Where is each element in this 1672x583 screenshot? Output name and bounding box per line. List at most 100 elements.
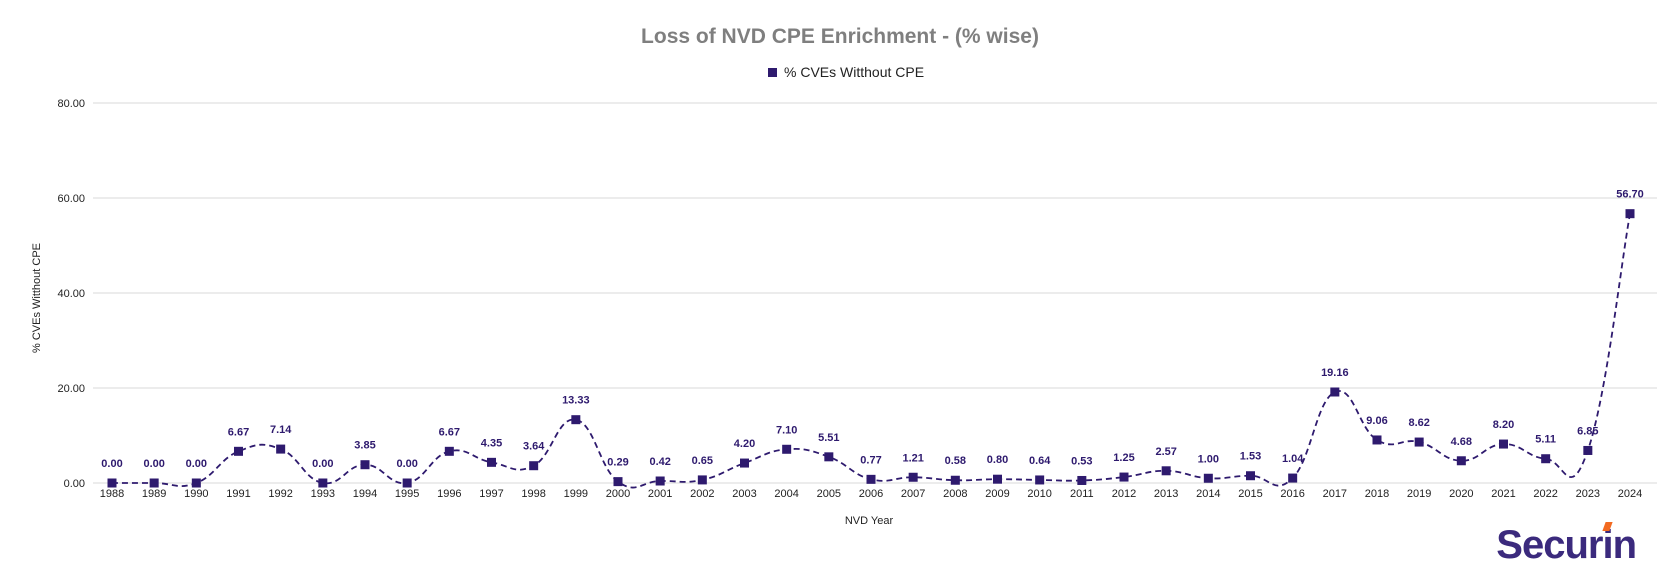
y-tick-label: 40.00 [57,288,85,300]
series-markers [107,209,1635,488]
data-point[interactable] [1119,472,1129,482]
x-tick-label: 2011 [1070,488,1094,500]
data-point[interactable] [1161,466,1171,476]
data-label: 8.20 [1493,419,1514,431]
chart-title: Loss of NVD CPE Enrichment - (% wise) [641,25,1039,48]
data-point[interactable] [276,444,286,454]
x-tick-label: 2016 [1280,488,1304,500]
data-point[interactable] [740,458,749,468]
data-label: 7.14 [270,424,292,436]
data-point[interactable] [1077,475,1087,485]
data-label: 1.21 [902,452,923,464]
x-tick-label: 2008 [943,488,967,500]
data-label: 0.29 [607,457,628,469]
data-point[interactable] [1456,456,1466,466]
data-label: 13.33 [562,395,590,407]
data-point[interactable] [234,446,243,456]
data-point[interactable] [697,475,707,485]
x-axis-label: NVD Year [845,515,894,527]
data-label: 1.00 [1198,453,1219,465]
data-point[interactable] [529,461,539,471]
x-tick-label: 2017 [1323,488,1347,500]
data-label: 1.04 [1282,453,1304,465]
data-point[interactable] [1372,435,1382,445]
data-label: 1.25 [1113,452,1134,464]
data-label: 0.80 [987,454,1008,466]
data-point[interactable] [1499,439,1508,449]
data-label: 0.77 [860,454,881,466]
data-label: 0.00 [101,458,122,470]
data-point[interactable] [866,474,876,484]
data-point[interactable] [107,478,117,488]
data-point[interactable] [1625,209,1635,219]
data-point[interactable] [1541,454,1551,464]
x-tick-label: 2023 [1576,488,1600,500]
x-tick-label: 1992 [268,488,292,500]
y-axis-ticks: 0.00 20.00 40.00 60.00 80.00 [57,98,85,490]
x-tick-label: 2021 [1491,488,1515,500]
x-tick-label: 1995 [395,488,419,500]
data-point[interactable] [993,474,1002,484]
data-label: 0.58 [945,455,966,467]
data-label: 19.16 [1321,367,1349,379]
y-tick-label: 20.00 [57,383,85,395]
brand-logo-text: Securi n [1496,522,1637,567]
x-tick-label: 2022 [1533,488,1557,500]
y-axis-label: % CVEs Witthout CPE [31,243,43,353]
data-label: 4.68 [1451,436,1472,448]
data-point[interactable] [1414,437,1424,447]
data-label: 0.00 [312,458,333,470]
x-tick-label: 2012 [1112,488,1136,500]
data-point[interactable] [571,415,581,425]
data-point[interactable] [1288,473,1298,483]
x-tick-label: 1988 [100,488,124,500]
data-label: 0.64 [1029,455,1051,467]
data-point[interactable] [950,475,960,485]
x-tick-label: 2002 [690,488,714,500]
data-label: 0.00 [396,458,417,470]
data-point[interactable] [908,472,918,482]
data-label: 0.00 [186,458,207,470]
legend-marker [768,68,777,77]
brand-accent-letter: i [1602,522,1614,567]
data-point[interactable] [655,476,665,486]
data-point[interactable] [1203,473,1213,483]
data-point[interactable] [1330,387,1340,397]
data-point[interactable] [1583,445,1593,455]
data-point[interactable] [613,477,623,487]
data-label: 5.51 [818,432,839,444]
data-point[interactable] [444,446,454,456]
brand-accent-mark [1602,522,1614,531]
data-labels: 0.00 0.00 0.00 6.67 7.14 0.00 3.85 0.00 6.67 4.35… [101,189,1643,470]
x-tick-label: 1990 [184,488,208,500]
data-label: 4.35 [481,437,502,449]
data-point[interactable] [487,457,496,467]
legend: % CVEs Witthout CPE [768,64,924,80]
data-label: 6.67 [228,426,249,438]
x-tick-label: 1991 [226,488,250,500]
x-tick-label: 2005 [817,488,841,500]
data-point[interactable] [1246,471,1255,481]
x-tick-label: 1989 [142,488,166,500]
data-point[interactable] [360,460,370,470]
data-label: 0.53 [1071,455,1092,467]
data-label: 8.62 [1408,417,1429,429]
data-point[interactable] [1035,475,1045,485]
data-point[interactable] [149,478,159,488]
data-point[interactable] [318,478,328,488]
data-label: 3.64 [523,441,545,453]
data-point[interactable] [402,478,412,488]
data-point[interactable] [824,452,834,462]
data-label: 0.00 [143,458,164,470]
x-tick-label: 2007 [901,488,925,500]
gridlines [93,102,1657,484]
y-tick-label: 0.00 [64,478,85,490]
data-label: 56.70 [1616,189,1644,201]
data-point[interactable] [782,444,792,454]
data-point[interactable] [191,478,201,488]
x-tick-label: 2014 [1196,488,1220,500]
data-label: 3.85 [354,440,375,452]
x-tick-label: 1993 [311,488,335,500]
x-tick-label: 2001 [648,488,672,500]
